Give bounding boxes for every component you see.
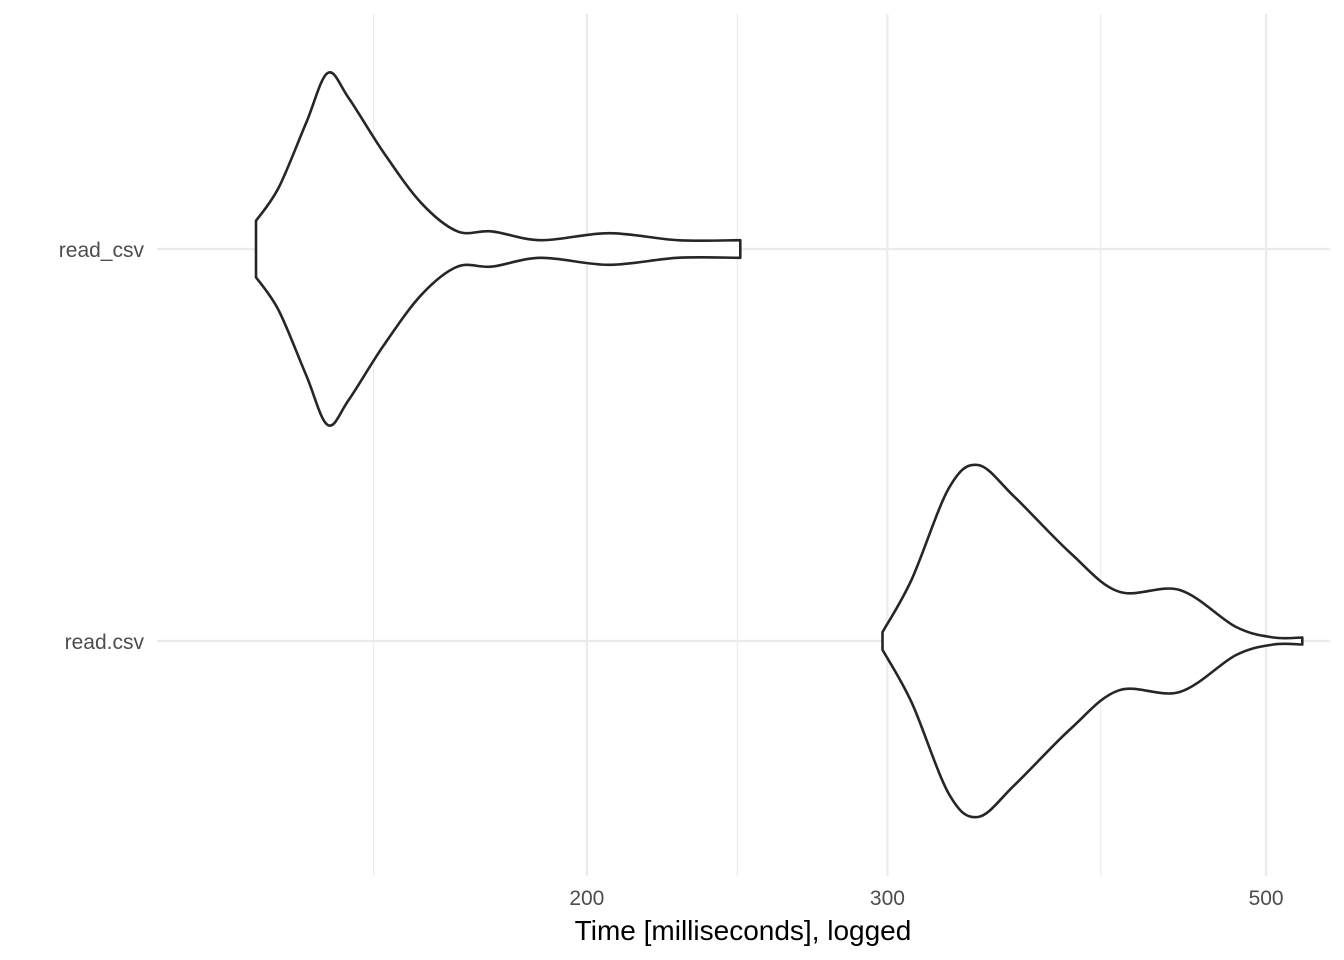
x-axis-title: Time [milliseconds], logged (575, 915, 912, 946)
y-category-label: read.csv (65, 631, 145, 654)
violin-layer (254, 71, 1304, 819)
y-category-label: read_csv (59, 239, 145, 262)
x-tick-label: 200 (569, 887, 604, 910)
label-layer: 200 300 500 read_csv read.csv (59, 239, 1284, 910)
x-tick-label: 300 (870, 887, 905, 910)
violin-read-csv (254, 71, 742, 427)
x-tick-label: 500 (1249, 887, 1284, 910)
violin-read-csv (881, 463, 1304, 819)
